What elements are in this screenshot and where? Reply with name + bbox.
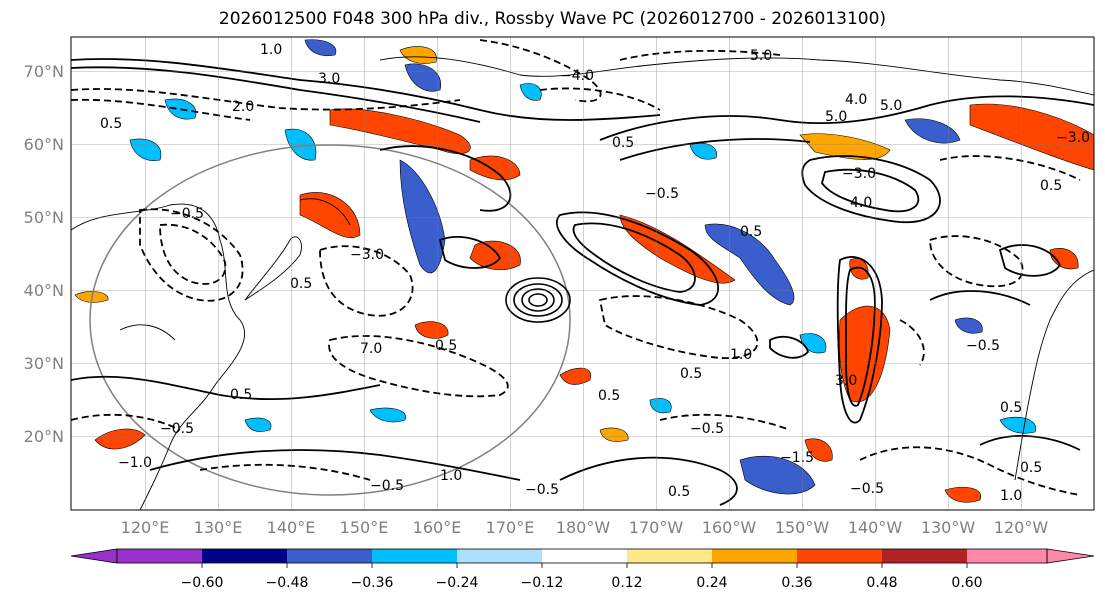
contour-labels: 3.0 −4.0 5.0 −3.0 −3.0 4.0 4.0 5.0 0.5 0… <box>100 42 1090 504</box>
contour-label: 0.5 <box>435 338 457 354</box>
colorbar-swatch <box>542 549 627 563</box>
colorbar-tick-label: 0.24 <box>696 575 727 591</box>
colorbar-tick-label: −0.24 <box>436 575 479 591</box>
colorbar-swatch <box>117 549 202 563</box>
contour-label: 0.5 <box>100 116 122 132</box>
contour-label: 4.0 <box>845 92 867 108</box>
lat-label: 40°N <box>24 281 64 300</box>
lon-label: 170°E <box>486 518 535 537</box>
lat-label: 50°N <box>24 208 64 227</box>
lon-label: 130°E <box>194 518 243 537</box>
lon-label: 120°W <box>994 518 1049 537</box>
contour-label: 5.0 <box>880 98 902 114</box>
lon-axis: 120°E 130°E 140°E 150°E 160°E 170°E 180°… <box>121 518 1049 537</box>
contour-label: 4.0 <box>850 195 872 211</box>
lon-label: 160°W <box>702 518 757 537</box>
lat-label: 20°N <box>24 427 64 446</box>
map-frame <box>70 36 1095 511</box>
colorbar-swatch <box>457 549 542 563</box>
lat-label: 30°N <box>24 354 64 373</box>
colorbar-tick-label: −0.12 <box>521 575 564 591</box>
contour-label: 0.5 <box>680 366 702 382</box>
contour-label: 0.5 <box>1040 178 1062 194</box>
contour-label: −0.5 <box>525 482 559 498</box>
colorbar-tick-label: 0.60 <box>951 575 982 591</box>
positive-contours <box>71 58 1094 506</box>
lon-label: 130°W <box>921 518 976 537</box>
contour-label: −0.5 <box>170 206 204 222</box>
contour-label: −3.0 <box>1056 130 1090 146</box>
contour-label: −3.0 <box>842 166 876 182</box>
lat-label: 70°N <box>24 62 64 81</box>
contour-label: −0.5 <box>966 338 1000 354</box>
contour-label: −0.5 <box>690 421 724 437</box>
contour-label: 5.0 <box>825 109 847 125</box>
colorbar-swatch <box>627 549 712 563</box>
lon-label: 170°W <box>629 518 684 537</box>
contour-label: 2.0 <box>232 99 254 115</box>
colorbar-tick-label: −0.60 <box>181 575 224 591</box>
map-title: 2026012500 F048 300 hPa div., Rossby Wav… <box>218 9 887 29</box>
contour-label: −1.0 <box>118 455 152 471</box>
contour-label: −0.5 <box>850 481 884 497</box>
contour-label: 1.0 <box>1000 488 1022 504</box>
colorbar-swatch <box>797 549 882 563</box>
lon-label: 140°W <box>848 518 903 537</box>
contour-label: 0.5 <box>668 484 690 500</box>
contour-label: 3.0 <box>318 71 340 87</box>
colorbar-swatch <box>882 549 967 563</box>
contour-label: 7.0 <box>360 341 382 357</box>
contour-label: 0.5 <box>1000 400 1022 416</box>
contour-label: 3.0 <box>835 373 857 389</box>
closed-contour-center <box>505 277 571 323</box>
contour-label: −3.0 <box>350 247 384 263</box>
colorbar-swatch <box>712 549 797 563</box>
negative-contours <box>71 39 1081 496</box>
lon-label: 150°E <box>340 518 389 537</box>
contour-label: 0.5 <box>230 387 252 403</box>
colorbar-swatch <box>372 549 457 563</box>
contour-label: 1.0 <box>730 347 752 363</box>
contour-label: 0.5 <box>1020 460 1042 476</box>
contour-label: −0.5 <box>645 186 679 202</box>
colorbar-tick-label: −0.48 <box>266 575 309 591</box>
colorbar-lower-extend <box>70 548 118 564</box>
contour-label: −0.5 <box>370 478 404 494</box>
colorbar-upper-extend <box>1046 548 1095 564</box>
lat-axis: 70°N 60°N 50°N 40°N 30°N 20°N <box>24 62 64 446</box>
colorbar-swatch <box>287 549 372 563</box>
colorbar-swatch <box>202 549 287 563</box>
region-ellipse <box>89 144 571 496</box>
contour-label: −4.0 <box>560 68 594 84</box>
lon-label: 180°W <box>556 518 611 537</box>
lon-label: 160°E <box>413 518 462 537</box>
contour-label: 5.0 <box>750 48 772 64</box>
colorbar-swatch <box>967 549 1047 563</box>
contour-label: 1.0 <box>440 468 462 484</box>
colorbar-tick-label: −0.36 <box>351 575 394 591</box>
contour-label: −0.5 <box>160 421 194 437</box>
colorbar-tick-label: 0.12 <box>611 575 642 591</box>
colorbar-tick-label: 0.36 <box>781 575 812 591</box>
contour-label: −1.5 <box>780 450 814 466</box>
map-panel: 3.0 −4.0 5.0 −3.0 −3.0 4.0 4.0 5.0 0.5 0… <box>71 37 1094 510</box>
lon-label: 140°E <box>267 518 316 537</box>
lon-label: 150°W <box>775 518 830 537</box>
colorbar: −0.60 −0.48 −0.36 −0.24 −0.12 0.12 0.24 … <box>70 548 1095 591</box>
colorbar-tick-label: 0.48 <box>866 575 897 591</box>
lat-label: 60°N <box>24 135 64 154</box>
contour-label: 0.5 <box>598 388 620 404</box>
contour-label: 0.5 <box>290 276 312 292</box>
contour-label: 0.5 <box>612 135 634 151</box>
gridlines <box>71 37 1094 510</box>
contour-label: 0.5 <box>740 224 762 240</box>
lon-label: 120°E <box>121 518 170 537</box>
contour-label: 1.0 <box>260 42 282 58</box>
